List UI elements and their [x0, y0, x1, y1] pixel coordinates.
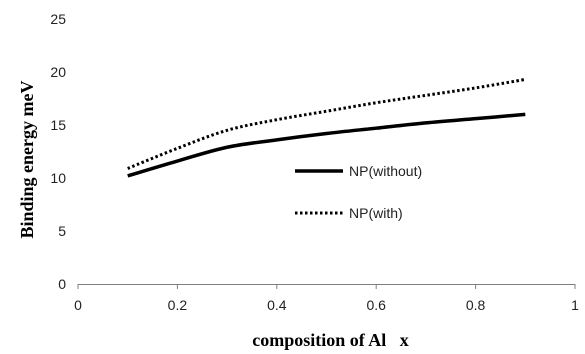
x-tick-label: 0 — [74, 297, 82, 313]
y-tick-label: 0 — [58, 276, 66, 292]
y-axis-ticks: 0 5 10 15 20 25 — [50, 11, 66, 292]
series-line-np-without — [127, 112, 526, 178]
x-axis-ticks: 0 0.2 0.4 0.6 0.8 1 — [74, 284, 579, 313]
y-tick-label: 10 — [50, 170, 66, 186]
y-tick-label: 25 — [50, 11, 66, 27]
legend-label-np-with: NP(with) — [349, 205, 403, 221]
x-axis-title: composition of Al x — [252, 330, 409, 350]
x-tick-label: 0.6 — [366, 297, 386, 313]
y-axis-title: Binding energy meV — [17, 80, 37, 238]
x-tick-label: 0.8 — [466, 297, 486, 313]
legend: NP(without) NP(with) — [295, 163, 422, 221]
legend-label-np-without: NP(without) — [349, 163, 422, 179]
plot-area — [127, 77, 526, 178]
series-line-np-with — [127, 77, 526, 170]
y-tick-label: 20 — [50, 64, 66, 80]
y-tick-label: 15 — [50, 117, 66, 133]
y-tick-label: 5 — [58, 223, 66, 239]
x-tick-label: 1 — [571, 297, 579, 313]
x-tick-label: 0.4 — [267, 297, 287, 313]
x-tick-label: 0.2 — [168, 297, 188, 313]
